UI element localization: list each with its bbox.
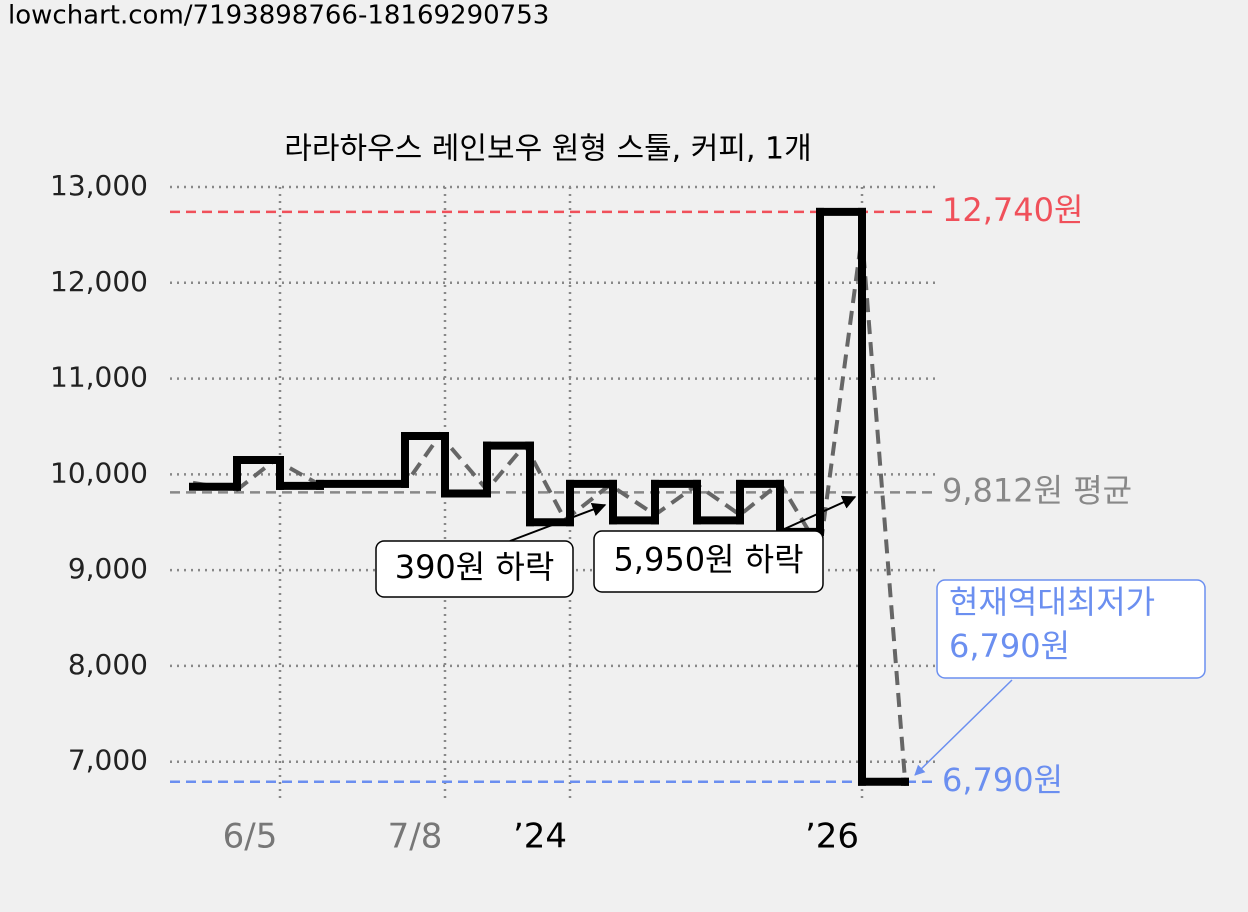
annotation-box xyxy=(375,540,574,598)
reference-label: 9,812원 평균 xyxy=(942,471,1132,509)
x-tick-label: 7/8 xyxy=(388,817,443,857)
chart-title: 라라하우스 레인보우 원형 스툴, 커피, 1개 xyxy=(284,132,811,167)
y-tick-label: 13,000 xyxy=(50,169,148,202)
reference-label: 6,790원 xyxy=(942,761,1063,799)
x-tick-label: ’26 xyxy=(805,817,859,857)
x-tick-label: 6/5 xyxy=(223,817,278,857)
annotation-arrow xyxy=(914,679,1013,776)
reference-label: 12,740원 xyxy=(942,191,1083,229)
annotation-text: 390원 하락 xyxy=(395,548,555,586)
y-tick-label: 10,000 xyxy=(50,456,148,489)
annotation-text: 5,950원 하락 xyxy=(613,541,803,579)
annotation-box xyxy=(593,530,824,593)
annotation-box xyxy=(936,579,1206,679)
y-tick-label: 9,000 xyxy=(68,552,148,585)
annotation-text: 현재역대최저가 xyxy=(949,583,1155,621)
end-point xyxy=(901,777,909,786)
y-tick-label: 8,000 xyxy=(68,648,148,681)
annotation-arrow xyxy=(779,495,857,532)
y-tick-label: 11,000 xyxy=(50,361,148,394)
url: lowchart.com/7193898766-18169290753 xyxy=(8,1,549,31)
step-line xyxy=(189,207,909,786)
annotation-text: 6,790원 xyxy=(949,627,1070,665)
y-tick-label: 7,000 xyxy=(68,744,148,777)
annotation-arrow xyxy=(509,502,607,542)
x-tick-label: ’24 xyxy=(513,817,567,857)
y-tick-label: 12,000 xyxy=(50,265,148,298)
